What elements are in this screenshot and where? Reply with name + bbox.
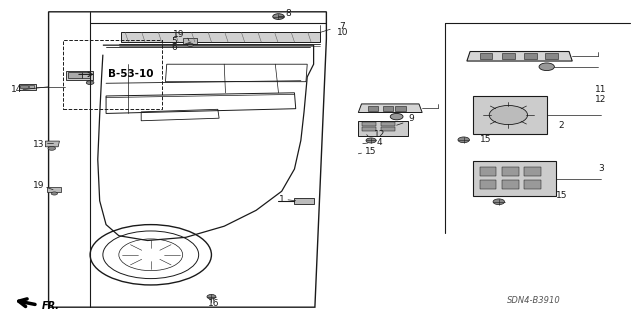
- Text: 5: 5: [172, 37, 177, 46]
- Bar: [524, 180, 541, 189]
- Text: 9: 9: [408, 114, 414, 123]
- Text: 3: 3: [598, 164, 604, 173]
- Bar: [63, 41, 163, 109]
- Text: FR.: FR.: [42, 300, 60, 311]
- Bar: [383, 106, 393, 111]
- Text: 1: 1: [279, 195, 285, 204]
- Circle shape: [493, 199, 504, 204]
- Bar: [545, 53, 558, 59]
- Polygon shape: [45, 141, 60, 147]
- Bar: [294, 197, 314, 204]
- Text: 19: 19: [172, 30, 184, 39]
- Bar: [20, 85, 28, 88]
- Bar: [381, 122, 395, 126]
- Text: 6: 6: [172, 43, 177, 52]
- Circle shape: [207, 294, 216, 299]
- Text: 8: 8: [285, 9, 291, 18]
- Text: 15: 15: [480, 135, 492, 144]
- Circle shape: [489, 106, 527, 124]
- Bar: [396, 106, 406, 111]
- Bar: [524, 53, 537, 59]
- Text: 10: 10: [337, 28, 348, 37]
- Text: B-53-10: B-53-10: [108, 69, 154, 79]
- Circle shape: [366, 138, 376, 143]
- Polygon shape: [121, 33, 320, 42]
- Bar: [502, 53, 515, 59]
- Bar: [362, 127, 376, 131]
- Polygon shape: [66, 70, 93, 80]
- Bar: [29, 85, 34, 88]
- Circle shape: [273, 14, 284, 19]
- Text: 15: 15: [365, 147, 377, 156]
- Circle shape: [539, 63, 554, 70]
- Circle shape: [187, 43, 193, 47]
- Bar: [479, 53, 492, 59]
- Text: 11: 11: [595, 85, 607, 94]
- Polygon shape: [19, 84, 36, 90]
- Circle shape: [86, 81, 94, 85]
- Bar: [502, 180, 518, 189]
- Polygon shape: [47, 187, 61, 192]
- Bar: [479, 167, 496, 176]
- Bar: [479, 180, 496, 189]
- Circle shape: [51, 192, 58, 195]
- Text: 14: 14: [11, 85, 22, 94]
- Circle shape: [458, 137, 469, 143]
- Circle shape: [48, 146, 56, 150]
- Text: 16: 16: [207, 299, 219, 308]
- Polygon shape: [473, 96, 547, 134]
- Bar: [368, 106, 378, 111]
- Text: 4: 4: [376, 137, 382, 146]
- Circle shape: [390, 114, 403, 120]
- Text: 2: 2: [559, 121, 564, 130]
- Text: 12: 12: [374, 130, 385, 138]
- Text: 19: 19: [33, 181, 45, 190]
- Text: SDN4-B3910: SDN4-B3910: [507, 296, 561, 305]
- Polygon shape: [358, 121, 408, 136]
- Text: 13: 13: [33, 140, 45, 149]
- Polygon shape: [473, 161, 556, 196]
- Bar: [68, 72, 82, 78]
- Text: 7: 7: [339, 22, 345, 31]
- Bar: [502, 167, 518, 176]
- Text: 15: 15: [556, 190, 567, 200]
- Polygon shape: [358, 104, 422, 113]
- Bar: [524, 167, 541, 176]
- Polygon shape: [182, 39, 196, 44]
- Polygon shape: [467, 51, 572, 61]
- Bar: [381, 127, 395, 131]
- Bar: [362, 122, 376, 126]
- Bar: [83, 72, 90, 78]
- Text: 12: 12: [595, 95, 607, 104]
